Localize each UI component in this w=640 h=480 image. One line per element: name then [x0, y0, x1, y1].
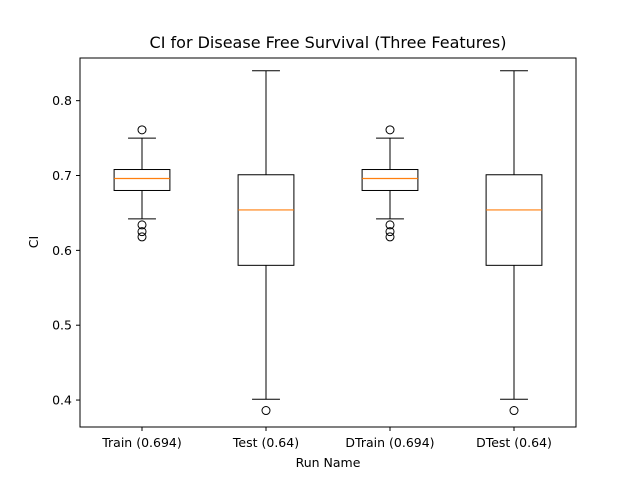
plot-area-frame — [79, 57, 577, 428]
box — [113, 169, 171, 191]
y-tick-label: 0.6 — [52, 243, 72, 258]
y-tick-label: 0.5 — [52, 318, 72, 333]
x-tick-label: DTrain (0.694) — [345, 435, 434, 450]
box — [361, 169, 419, 191]
y-tick-label: 0.8 — [52, 93, 72, 108]
x-tick-label: DTest (0.64) — [476, 435, 552, 450]
outlier-point — [509, 406, 519, 416]
chart-title: CI for Disease Free Survival (Three Feat… — [150, 33, 507, 52]
outlier-point — [385, 232, 395, 242]
box — [237, 174, 295, 266]
outlier-point — [261, 406, 271, 416]
outlier-point — [385, 227, 395, 237]
outlier-point — [137, 232, 147, 242]
x-axis-label: Run Name — [296, 455, 361, 470]
y-tick-label: 0.7 — [52, 168, 72, 183]
outlier-point — [385, 125, 395, 135]
x-tick-label: Test (0.64) — [232, 435, 299, 450]
outlier-point — [137, 125, 147, 135]
y-axis-label: CI — [26, 236, 41, 248]
box — [485, 174, 543, 266]
x-tick-label: Train (0.694) — [101, 435, 182, 450]
y-tick-label: 0.4 — [52, 393, 72, 408]
outlier-point — [137, 227, 147, 237]
outlier-point — [385, 220, 395, 230]
outlier-point — [137, 220, 147, 230]
